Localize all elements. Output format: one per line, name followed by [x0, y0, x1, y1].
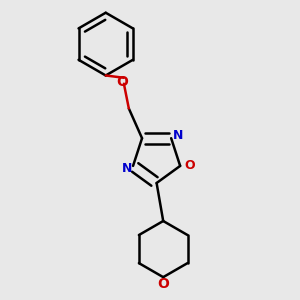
Text: O: O — [116, 75, 128, 89]
Text: N: N — [173, 129, 184, 142]
Text: O: O — [184, 159, 195, 172]
Text: N: N — [122, 162, 132, 175]
Text: O: O — [157, 278, 169, 291]
